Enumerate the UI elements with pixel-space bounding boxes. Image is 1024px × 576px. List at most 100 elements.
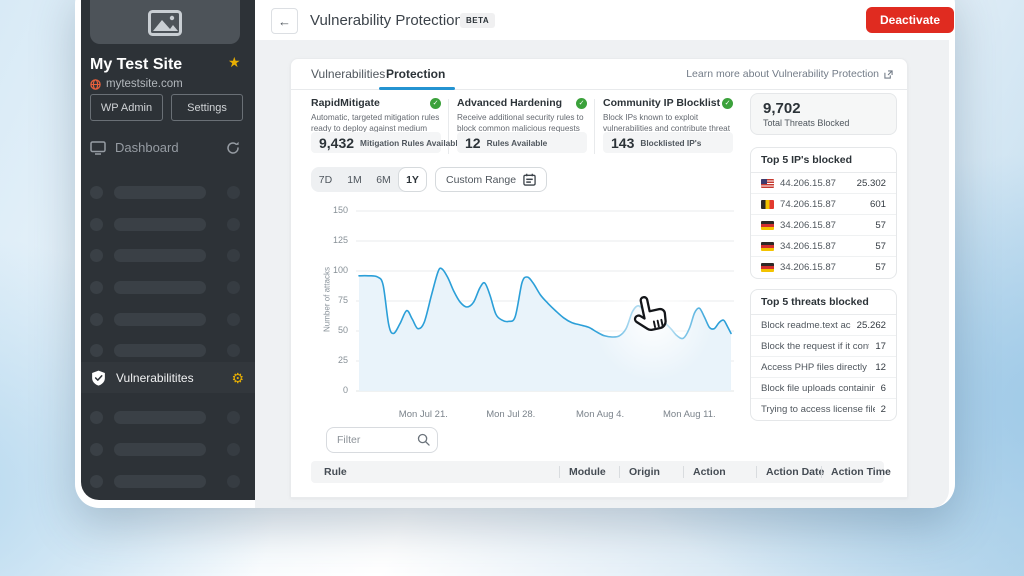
ip-address: 34.206.15.87	[780, 219, 837, 231]
country-flag-icon-de	[761, 263, 774, 272]
country-flag-icon-be	[761, 199, 774, 209]
range-button-6m[interactable]: 6M	[369, 167, 398, 192]
gear-icon[interactable]	[231, 371, 244, 385]
stat-mitigation-rules: 9,432 Mitigation Rules Available	[311, 132, 462, 153]
stat-value: 143	[611, 134, 635, 151]
sidebar-skeleton-row	[90, 312, 240, 326]
custom-range-button[interactable]: Custom Range	[435, 167, 548, 192]
threat-block-count: 2	[880, 404, 886, 415]
stat-label: Blocklisted IP's	[640, 137, 702, 148]
sidebar-item-vulnerabilities[interactable]: Vulnerabilitites	[81, 362, 255, 393]
dashboard-label: Dashboard	[115, 140, 179, 155]
stat-label: Mitigation Rules Available	[360, 137, 463, 148]
threat-name: Access PHP files directly	[761, 361, 867, 373]
range-button-7d[interactable]: 7D	[311, 167, 340, 192]
site-domain-row: mytestsite.com	[90, 78, 183, 90]
top-ips-title: Top 5 IP's blocked	[751, 148, 896, 173]
total-threats-label: Total Threats Blocked	[763, 118, 850, 128]
column-header-module[interactable]: Module	[559, 466, 619, 478]
y-tick-label: 150	[332, 205, 348, 215]
custom-range-label: Custom Range	[446, 173, 517, 186]
shield-check-icon	[92, 370, 105, 386]
total-threats-value: 9,702	[763, 100, 801, 117]
feature-title: RapidMitigate	[311, 97, 380, 109]
sidebar-item-dashboard[interactable]: Dashboard	[90, 140, 240, 155]
enabled-check-icon	[722, 97, 733, 109]
threat-name: Block readme.text access	[761, 319, 851, 331]
time-range-group: 7D 1M 6M 1Y	[311, 167, 427, 192]
country-flag-icon-us	[761, 178, 774, 188]
back-button[interactable]	[271, 8, 298, 34]
filter-input[interactable]	[326, 427, 438, 453]
range-button-1m[interactable]: 1M	[340, 167, 369, 192]
column-header-action[interactable]: Action	[683, 466, 756, 478]
beta-badge: BETA	[460, 13, 496, 28]
tabs-divider	[291, 89, 907, 90]
search-icon	[417, 433, 430, 446]
chart-plot[interactable]	[356, 206, 734, 406]
ip-block-count: 601	[869, 198, 886, 210]
country-flag-icon-de	[761, 241, 774, 251]
rules-table-header: Rule Module Origin Action Action Date Action …	[311, 461, 891, 483]
sidebar-skeleton-row	[90, 410, 240, 424]
ip-address: 34.206.15.87	[780, 262, 837, 273]
image-icon	[148, 10, 182, 36]
country-flag-icon-de	[761, 220, 774, 230]
top-ip-row: 74.206.15.87 601	[751, 194, 896, 215]
top-threats-title: Top 5 threats blocked	[751, 290, 896, 315]
column-header-rule[interactable]: Rule	[324, 466, 347, 478]
top-ips-body: 44.206.15.87 25.302 74.206.15.87 601 34.206.…	[751, 173, 896, 278]
sidebar-skeleton-row	[90, 217, 240, 231]
learn-more-link[interactable]: Learn more about Vulnerability Protectio…	[686, 68, 893, 80]
top-threat-row: Block the request if it contain... 17	[751, 336, 896, 357]
filter-field	[326, 427, 438, 453]
y-tick-label: 25	[337, 355, 348, 365]
vulnerabilities-label: Vulnerabilitites	[116, 370, 194, 385]
x-tick-label: Mon Aug 11.	[663, 409, 716, 420]
top-threats-body: Block readme.text access 25.262 Block the …	[751, 315, 896, 420]
top-ips-card: Top 5 IP's blocked 44.206.15.87 25.302 74.…	[750, 147, 897, 279]
favorite-star-icon[interactable]	[228, 54, 241, 71]
site-name: My Test Site	[90, 56, 183, 73]
sidebar-skeleton-row	[90, 474, 240, 488]
feature-divider	[594, 99, 595, 154]
threat-block-count: 12	[875, 361, 886, 373]
ip-address: 34.206.15.87	[780, 240, 837, 252]
threat-block-count: 6	[880, 382, 886, 394]
active-tab-indicator	[379, 87, 455, 90]
x-tick-label: Mon Jul 21.	[398, 409, 448, 420]
tab-vulnerabilities[interactable]: Vulnerabilities	[311, 67, 386, 81]
refresh-icon[interactable]	[226, 141, 240, 155]
ip-block-count: 57	[875, 262, 886, 273]
globe-icon	[90, 78, 101, 90]
top-threat-row: Block file uploads containing .... 6	[751, 378, 896, 399]
sidebar-skeleton-row	[90, 248, 240, 262]
threat-block-count: 25.262	[856, 319, 886, 331]
stat-hardening-rules: 12 Rules Available	[457, 132, 587, 153]
deactivate-button[interactable]: Deactivate	[866, 7, 955, 33]
stat-value: 9,432	[319, 134, 355, 151]
feature-title: Community IP Blocklist	[603, 97, 721, 109]
top-threat-row: Trying to access license file.... 2	[751, 399, 896, 420]
monitor-icon	[90, 140, 106, 155]
feature-divider	[448, 99, 449, 154]
ip-address: 44.206.15.87	[780, 177, 837, 189]
column-header-action-date[interactable]: Action Date	[756, 466, 824, 478]
stat-blocklisted-ips: 143 Blocklisted IP's	[603, 132, 733, 153]
settings-button[interactable]: Settings	[171, 94, 243, 121]
sidebar-skeleton-row	[90, 442, 240, 456]
total-threats-card: 9,702 Total Threats Blocked	[750, 93, 897, 135]
sidebar-skeleton-row	[90, 343, 240, 357]
y-tick-label: 75	[337, 295, 348, 305]
wp-admin-button[interactable]: WP Admin	[90, 94, 163, 121]
threat-name: Trying to access license file....	[761, 404, 875, 415]
page-title: Vulnerability Protection	[310, 12, 463, 29]
y-tick-label: 0	[342, 385, 348, 395]
enabled-check-icon	[576, 97, 587, 109]
tab-protection[interactable]: Protection	[386, 67, 446, 81]
feature-title: Advanced Hardening	[457, 97, 563, 109]
column-header-origin[interactable]: Origin	[619, 466, 683, 478]
column-header-action-time[interactable]: Action Time	[821, 466, 891, 478]
top-ip-row: 44.206.15.87 25.302	[751, 173, 896, 194]
range-button-1y[interactable]: 1Y	[398, 167, 427, 192]
